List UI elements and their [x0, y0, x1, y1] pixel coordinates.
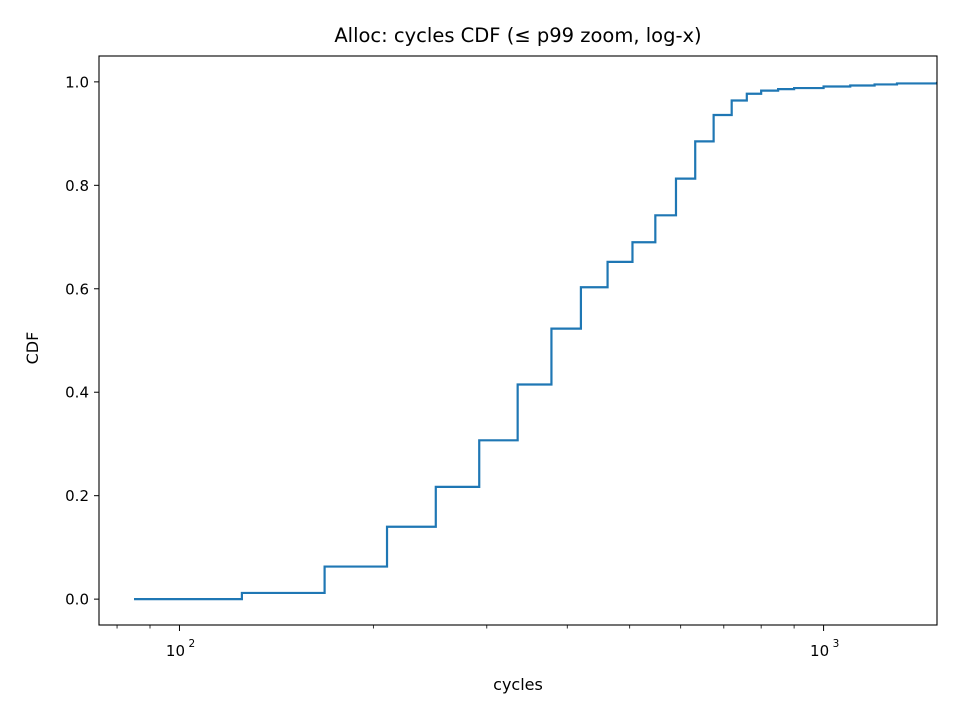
chart-title: Alloc: cycles CDF (≤ p99 zoom, log-x) — [334, 24, 701, 47]
cdf-series-line-0 — [134, 81, 937, 601]
x-tick-exponent-1: 3 — [833, 638, 840, 650]
y-tick-label-5: 1.0 — [65, 73, 89, 91]
plot-area — [134, 81, 937, 601]
y-tick-label-4: 0.8 — [65, 177, 89, 195]
x-axis-label: cycles — [493, 675, 543, 694]
y-axis-label: CDF — [23, 332, 42, 365]
x-tick-exponent-0: 2 — [188, 638, 195, 650]
y-tick-label-3: 0.6 — [65, 280, 89, 298]
y-tick-label-0: 0.0 — [65, 591, 89, 609]
axes-frame — [98, 55, 938, 626]
x-tick-label-0: 10 — [166, 642, 185, 660]
x-tick-label-1: 10 — [810, 642, 829, 660]
axes: 0.00.20.40.60.81.010 2 10 3 — [65, 55, 938, 660]
y-tick-label-2: 0.4 — [65, 384, 89, 402]
y-tick-label-1: 0.2 — [65, 487, 89, 505]
